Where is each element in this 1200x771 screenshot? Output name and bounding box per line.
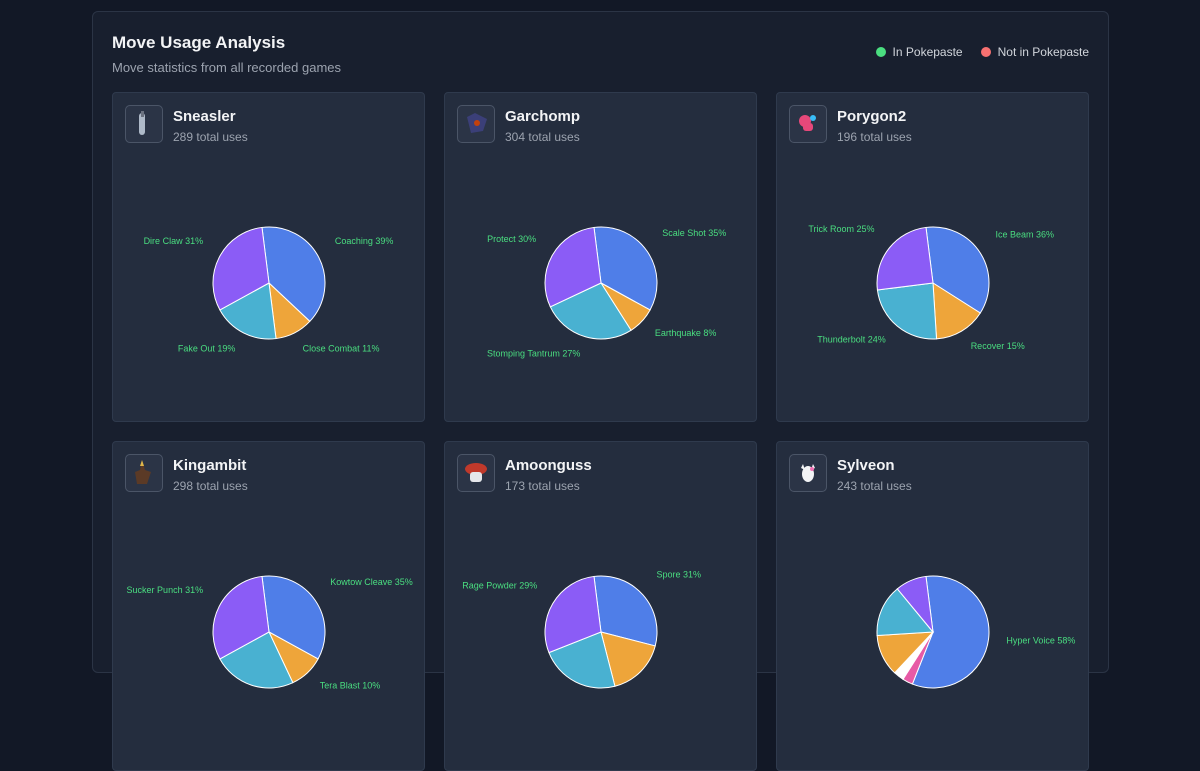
pokemon-card-amoonguss: Amoonguss 173 total uses Spore 31% Rage Pow… xyxy=(444,441,757,771)
pokemon-card-kingambit: Kingambit 298 total uses Kowtow Cleave 35%… xyxy=(112,441,425,771)
page-subtitle: Move statistics from all recorded games xyxy=(112,60,342,75)
slice-label: Fake Out 19% xyxy=(178,343,236,353)
pie-slice[interactable] xyxy=(876,226,934,291)
card-header: Garchomp 304 total uses xyxy=(457,105,580,144)
slice-label: Thunderbolt 24% xyxy=(817,334,886,344)
slice-label: Protect 30% xyxy=(487,234,536,244)
slice-label: Spore 31% xyxy=(657,569,702,579)
move-usage-pie-chart: Kowtow Cleave 35% Tera Blast 10% Sucker Pu… xyxy=(127,575,413,690)
move-usage-pie-chart: Coaching 39% Close Combat 11% Fake Out 19%… xyxy=(144,226,394,353)
pie-slice[interactable] xyxy=(896,575,934,634)
sylveon-sprite-icon xyxy=(789,454,827,492)
legend: In Pokepaste Not in Pokepaste xyxy=(858,45,1089,59)
pie-slice[interactable] xyxy=(549,282,632,340)
legend-label: Not in Pokepaste xyxy=(997,45,1089,59)
slice-label: Recover 15% xyxy=(971,341,1025,351)
legend-label: In Pokepaste xyxy=(892,45,963,59)
legend-green-dot-icon xyxy=(875,47,886,57)
pie-slice[interactable] xyxy=(876,282,938,340)
move-usage-pie-chart: Spore 31% Rage Powder 29% xyxy=(462,569,702,689)
total-uses: 243 total uses xyxy=(837,479,912,493)
pie-slice[interactable] xyxy=(544,575,602,654)
total-uses: 289 total uses xyxy=(173,130,248,144)
slice-label: Tera Blast 10% xyxy=(320,680,381,690)
total-uses: 173 total uses xyxy=(505,479,580,493)
legend-in-pokepaste: In Pokepaste xyxy=(875,45,963,59)
slice-label: Kowtow Cleave 35% xyxy=(330,577,413,587)
pie-slice[interactable] xyxy=(261,226,326,323)
pokemon-name: Sylveon xyxy=(837,457,895,474)
move-usage-pie-chart: Ice Beam 36% Recover 15% Thunderbolt 24% Tr… xyxy=(808,224,1055,351)
pie-slice[interactable] xyxy=(544,226,602,308)
pie-slice[interactable] xyxy=(212,226,270,311)
panel-header: Move Usage Analysis Move statistics from… xyxy=(112,33,341,75)
move-usage-pie-chart: Scale Shot 35% Earthquake 8% Stomping Tant… xyxy=(487,226,726,358)
garchomp-sprite-icon xyxy=(457,105,495,143)
pokemon-card-sneasler: Sneasler 289 total uses Coaching 39% Close … xyxy=(112,92,425,422)
card-header: Sylveon 243 total uses xyxy=(789,454,912,493)
pie-slice[interactable] xyxy=(212,575,270,660)
slice-label: Trick Room 25% xyxy=(808,224,874,234)
sneasler-sprite-icon xyxy=(125,105,163,143)
slice-label: Sucker Punch 31% xyxy=(127,585,204,595)
amoonguss-sprite-icon xyxy=(457,454,495,492)
pokemon-name: Porygon2 xyxy=(837,108,907,125)
pokemon-card-garchomp: Garchomp 304 total uses Scale Shot 35% Eart… xyxy=(444,92,757,422)
pie-slice[interactable] xyxy=(261,575,326,660)
legend-not-in-pokepaste: Not in Pokepaste xyxy=(980,45,1089,59)
porygon2-sprite-icon xyxy=(789,105,827,143)
card-header: Kingambit 298 total uses xyxy=(125,454,248,493)
total-uses: 304 total uses xyxy=(505,130,580,144)
card-header: Amoonguss 173 total uses xyxy=(457,454,592,493)
pie-slice[interactable] xyxy=(219,282,277,340)
move-usage-pie-chart: Hyper Voice 58% xyxy=(876,575,1075,689)
pie-slice[interactable] xyxy=(876,588,935,637)
move-usage-panel: Move Usage Analysis Move statistics from… xyxy=(92,11,1109,771)
pokemon-card-sylveon: Sylveon 243 total uses Hyper Voice 58% xyxy=(776,441,1089,771)
slice-label: Stomping Tantrum 27% xyxy=(487,348,580,358)
pokemon-name: Amoonguss xyxy=(505,457,592,474)
total-uses: 298 total uses xyxy=(173,479,248,493)
slice-label: Dire Claw 31% xyxy=(144,236,204,246)
slice-label: Ice Beam 36% xyxy=(996,230,1055,240)
pokemon-name: Sneasler xyxy=(173,108,236,125)
total-uses: 196 total uses xyxy=(837,130,912,144)
slice-label: Hyper Voice 58% xyxy=(1006,636,1075,646)
slice-label: Rage Powder 29% xyxy=(462,581,537,591)
pokemon-name: Garchomp xyxy=(505,108,581,125)
legend-red-dot-icon xyxy=(980,47,991,57)
slice-label: Close Combat 11% xyxy=(303,343,380,353)
kingambit-sprite-icon xyxy=(125,454,163,492)
pokemon-name: Kingambit xyxy=(173,457,247,474)
pokemon-card-porygon2: Porygon2 196 total uses Ice Beam 36% Recove… xyxy=(776,92,1089,422)
page-title: Move Usage Analysis xyxy=(112,33,286,52)
card-header: Sneasler 289 total uses xyxy=(125,105,248,144)
pie-slice[interactable] xyxy=(593,575,658,647)
card-header: Porygon2 196 total uses xyxy=(789,105,912,144)
pie-slice[interactable] xyxy=(925,226,990,314)
slice-label: Scale Shot 35% xyxy=(662,228,726,238)
slice-label: Earthquake 8% xyxy=(655,328,717,338)
slice-label: Coaching 39% xyxy=(335,236,394,246)
pie-slice[interactable] xyxy=(932,282,981,340)
pie-slice[interactable] xyxy=(593,226,658,311)
